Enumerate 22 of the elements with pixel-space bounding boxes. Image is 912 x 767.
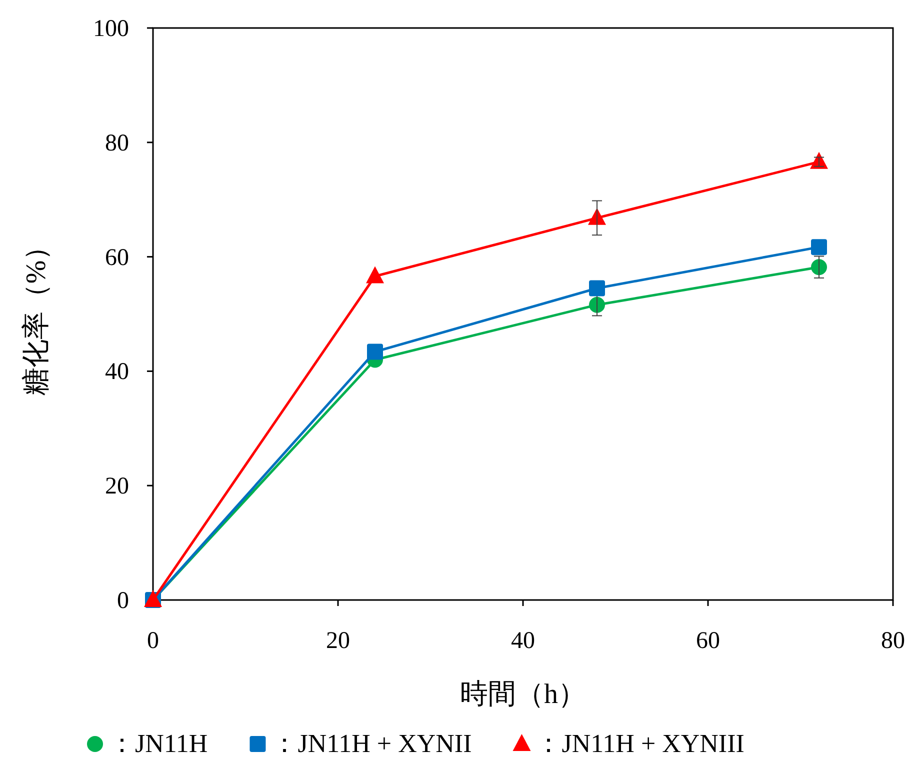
point — [589, 296, 605, 313]
y-tick-label: 20 — [105, 474, 129, 500]
x-axis-title: 時間（h） — [460, 679, 586, 710]
y-tick-label: 0 — [117, 588, 129, 614]
point — [811, 239, 827, 256]
x-tick-label: 80 — [881, 628, 905, 654]
y-tick-label: 40 — [105, 359, 129, 386]
point — [367, 344, 383, 360]
x-tick-label: 60 — [696, 628, 720, 654]
y-axis-title: 糖化率（%） — [21, 232, 52, 396]
y-tick-label: 60 — [105, 244, 129, 271]
y-tick-label: 80 — [105, 130, 129, 156]
point — [811, 259, 827, 276]
x-tick-label: 40 — [511, 628, 535, 654]
legend-label: ：JN11H — [109, 729, 208, 758]
x-tick-label: 0 — [147, 628, 159, 654]
legend-label: ：JN11H + XYNIII — [536, 729, 744, 758]
y-tick-label: 100 — [93, 16, 129, 42]
x-tick-label: 20 — [326, 628, 350, 654]
point — [366, 266, 384, 284]
point — [589, 280, 605, 296]
legend-label: ：JN11H + XYNII — [272, 729, 472, 758]
